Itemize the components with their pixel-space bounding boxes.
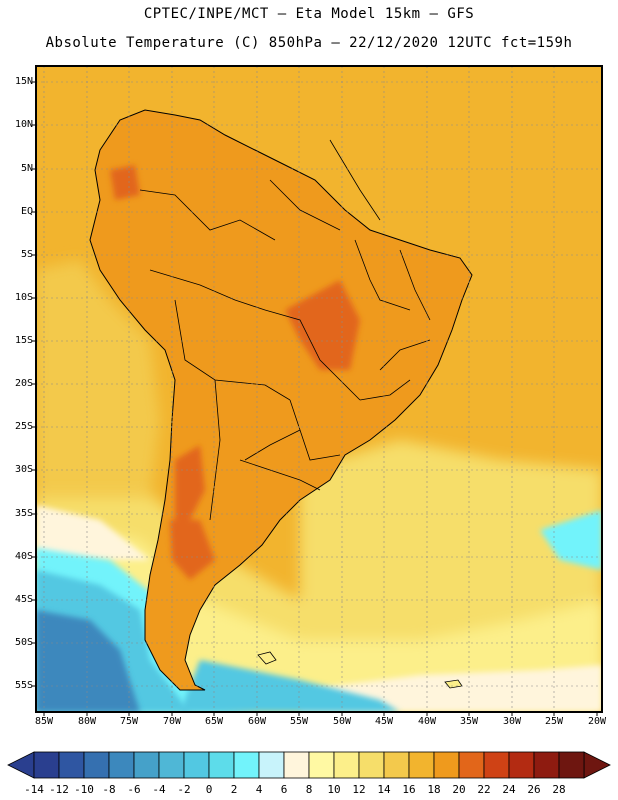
map-title-line1: CPTEC/INPE/MCT — Eta Model 15km — GFS xyxy=(143,6,475,22)
lat-label-10s: 10S xyxy=(14,292,33,303)
lat-label-50s: 50S xyxy=(14,637,33,648)
lat-label-45s: 45S xyxy=(14,594,33,605)
map-title-line2: Absolute Temperature (C) 850hPa — 22/12/… xyxy=(45,35,573,51)
colorbar-label: 4 xyxy=(255,783,263,796)
colorbar-swatch xyxy=(158,751,185,779)
colorbar-label: 8 xyxy=(305,783,313,796)
lon-label-65w: 65W xyxy=(204,716,224,727)
colorbar-left-arrow xyxy=(7,751,35,779)
lon-label-75w: 75W xyxy=(119,716,139,727)
temperature-colorbar xyxy=(7,751,611,779)
cream-band xyxy=(36,505,602,712)
interior-warm-core xyxy=(285,280,360,370)
colorbar-swatch xyxy=(558,751,585,779)
colorbar-swatch xyxy=(133,751,160,779)
falkland-islands xyxy=(257,651,277,665)
colorbar-label: 26 xyxy=(527,783,541,796)
colorbar-label: -4 xyxy=(152,783,166,796)
lat-label-55s: 55S xyxy=(14,680,33,691)
colorbar-label: 10 xyxy=(327,783,341,796)
colorbar-swatch xyxy=(533,751,560,779)
lat-label-30s: 30S xyxy=(14,464,33,475)
lat-label-5n: 5N xyxy=(20,163,33,174)
lat-label-10n: 10N xyxy=(14,119,33,130)
colorbar-swatch xyxy=(58,751,85,779)
lon-label-85w: 85W xyxy=(34,716,54,727)
lon-label-40w: 40W xyxy=(417,716,437,727)
colorbar-label: 22 xyxy=(477,783,491,796)
colorbar-label: 16 xyxy=(402,783,416,796)
colorbar-label: 6 xyxy=(280,783,288,796)
cold-right-patch xyxy=(540,510,602,570)
lon-label-50w: 50W xyxy=(332,716,352,727)
colorbar-label: 0 xyxy=(205,783,213,796)
colorbar-swatch xyxy=(308,751,335,779)
lon-label-60w: 60W xyxy=(247,716,267,727)
colorbar-swatch xyxy=(258,751,285,779)
pacific-lighter-zone xyxy=(36,260,160,500)
lon-label-45w: 45W xyxy=(374,716,394,727)
andes-warm-core xyxy=(170,445,215,580)
lon-label-20w: 20W xyxy=(587,716,607,727)
colorbar-swatch xyxy=(183,751,210,779)
lon-label-25w: 25W xyxy=(544,716,564,727)
colorbar-label: 14 xyxy=(377,783,391,796)
colorbar-label: 20 xyxy=(452,783,466,796)
colorbar-right-arrow xyxy=(583,751,611,779)
colorbar-swatch xyxy=(108,751,135,779)
colorbar-swatch xyxy=(433,751,460,779)
colorbar-label: -2 xyxy=(177,783,191,796)
country-borders xyxy=(139,139,431,521)
lat-label-5s: 5S xyxy=(20,249,33,260)
lon-label-55w: 55W xyxy=(289,716,309,727)
colorbar-label: 2 xyxy=(230,783,238,796)
colorbar-swatch xyxy=(408,751,435,779)
colorbar-swatch xyxy=(508,751,535,779)
colorbar-label: 28 xyxy=(552,783,566,796)
colorbar-swatch xyxy=(33,751,60,779)
colorbar-swatch xyxy=(208,751,235,779)
lat-label-20s: 20S xyxy=(14,378,33,389)
colorbar-label: 24 xyxy=(502,783,516,796)
map-frame xyxy=(35,65,603,713)
colorbar-label: 18 xyxy=(427,783,441,796)
colorbar-label: -10 xyxy=(74,783,94,796)
colorbar-swatch xyxy=(383,751,410,779)
lon-label-80w: 80W xyxy=(77,716,97,727)
lat-label-eq: EQ xyxy=(20,206,33,217)
lon-label-70w: 70W xyxy=(162,716,182,727)
colorbar-label: -14 xyxy=(24,783,44,796)
colorbar-swatch xyxy=(483,751,510,779)
colorbar-label: 12 xyxy=(352,783,366,796)
lat-label-25s: 25S xyxy=(14,421,33,432)
lat-label-40s: 40S xyxy=(14,551,33,562)
colorbar-label: -12 xyxy=(49,783,69,796)
lat-label-35s: 35S xyxy=(14,508,33,519)
drake-cold xyxy=(180,660,400,712)
lat-label-15n: 15N xyxy=(14,76,33,87)
colorbar-label: -6 xyxy=(127,783,141,796)
colorbar-swatch xyxy=(458,751,485,779)
lon-label-30w: 30W xyxy=(502,716,522,727)
cold-blue-band xyxy=(36,610,140,712)
colorbar-swatch xyxy=(358,751,385,779)
axis-ticks xyxy=(32,81,598,716)
colorbar-label: -8 xyxy=(102,783,116,796)
lon-label-35w: 35W xyxy=(459,716,479,727)
lat-label-15s: 15S xyxy=(14,335,33,346)
colorbar-swatch xyxy=(233,751,260,779)
colorbar-swatch xyxy=(283,751,310,779)
north-warm-core xyxy=(110,165,140,200)
colorbar-swatch xyxy=(333,751,360,779)
lat-lon-grid xyxy=(36,66,602,712)
colorbar-swatch xyxy=(83,751,110,779)
